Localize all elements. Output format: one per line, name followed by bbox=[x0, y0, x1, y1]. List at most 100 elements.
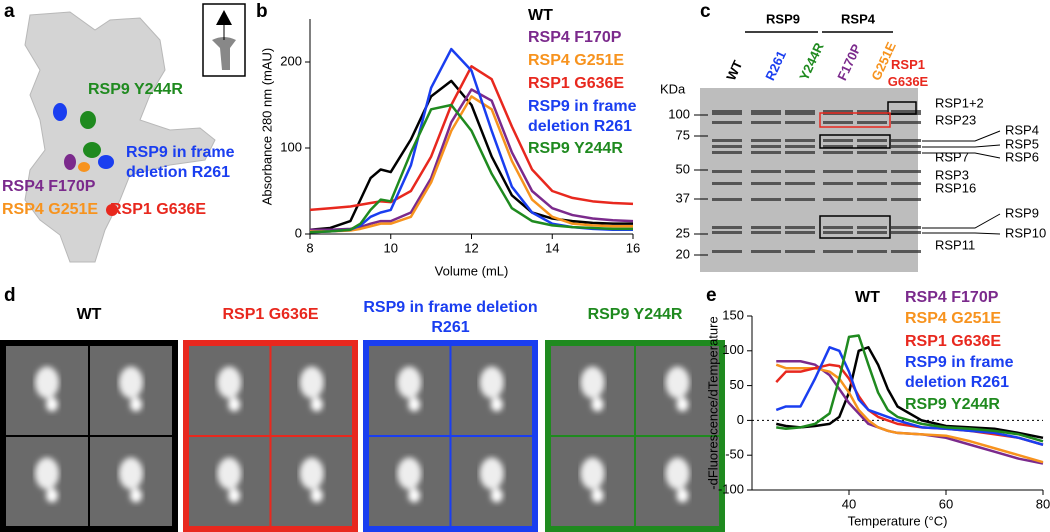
particle bbox=[35, 366, 59, 412]
particle bbox=[580, 457, 605, 503]
series-line bbox=[309, 79, 633, 231]
band-label: RSP6 bbox=[1005, 149, 1039, 164]
gel-band bbox=[751, 250, 781, 253]
particle-blob bbox=[397, 457, 422, 490]
mutation-site bbox=[53, 103, 67, 121]
panel-label: c bbox=[700, 1, 711, 22]
gel-band bbox=[857, 226, 887, 229]
band-label: RSP4 bbox=[1005, 122, 1039, 137]
particle-blob bbox=[217, 457, 242, 490]
particle-blob bbox=[591, 397, 604, 412]
highlight-box bbox=[819, 215, 891, 239]
band-label: RSP3 bbox=[935, 167, 969, 182]
y-tick-label: -100 bbox=[718, 481, 744, 496]
gel-band bbox=[857, 151, 887, 154]
class-title: RSP9 Y244R bbox=[587, 306, 683, 323]
y-axis-label: -dFluorescence/dTemperature bbox=[705, 316, 720, 489]
gel-band bbox=[891, 121, 921, 124]
band-connector bbox=[922, 232, 1001, 235]
x-axis-label: Temperature (°C) bbox=[848, 513, 948, 528]
particle bbox=[299, 366, 324, 412]
x-tick-label: 40 bbox=[842, 496, 856, 511]
particle-blob bbox=[119, 457, 143, 490]
legend-entry: RSP1 G636E bbox=[528, 75, 625, 92]
gel-band bbox=[712, 226, 742, 229]
gel-band bbox=[712, 110, 742, 115]
mutation-site bbox=[98, 155, 114, 169]
particle-blob bbox=[490, 397, 503, 412]
gel-band bbox=[823, 145, 853, 148]
gel-band bbox=[891, 250, 921, 253]
gel-band bbox=[891, 231, 921, 234]
y-tick-label: 0 bbox=[295, 225, 302, 240]
panel-label: b bbox=[256, 1, 268, 22]
particle bbox=[479, 457, 504, 503]
series-line bbox=[776, 334, 1044, 443]
mutation-site bbox=[80, 111, 96, 129]
gel-band bbox=[857, 198, 887, 201]
legend-entry: RSP1 G636E bbox=[905, 333, 1002, 350]
particle-blob bbox=[46, 488, 58, 503]
gel-band bbox=[712, 198, 742, 201]
particle-blob bbox=[591, 488, 604, 503]
particle-blob bbox=[580, 457, 605, 490]
particle bbox=[35, 457, 59, 503]
gel-band bbox=[751, 121, 781, 124]
particle-blob bbox=[299, 366, 324, 399]
gel-band bbox=[712, 250, 742, 253]
marker-label: 25 bbox=[676, 225, 690, 240]
particle-blob bbox=[119, 366, 143, 399]
marker-label: 37 bbox=[676, 190, 690, 205]
gel-band bbox=[823, 121, 853, 124]
mutation-site bbox=[106, 204, 118, 216]
gel-band bbox=[751, 182, 781, 185]
panel-label: d bbox=[4, 285, 16, 306]
structure-label: RSP9 in frame deletion R261 bbox=[126, 144, 235, 181]
particle bbox=[479, 366, 504, 412]
particle bbox=[665, 366, 690, 412]
gel-band bbox=[891, 110, 921, 115]
class-title: RSP1 G636E bbox=[222, 306, 319, 323]
gel-band bbox=[785, 145, 815, 148]
gel-band bbox=[785, 110, 815, 115]
band-label: RSP9 bbox=[1005, 205, 1039, 220]
x-tick-label: 16 bbox=[626, 240, 640, 255]
y-axis-label: Absorbance 280 nm (mAU) bbox=[259, 48, 274, 206]
kda-label: KDa bbox=[660, 81, 686, 96]
particle-blob bbox=[310, 488, 323, 503]
x-tick-label: 14 bbox=[545, 240, 559, 255]
legend-entry: RSP4 G251E bbox=[905, 310, 1002, 327]
panel-label: e bbox=[706, 285, 717, 306]
gel-band bbox=[857, 139, 887, 142]
gel-band bbox=[823, 151, 853, 154]
gel-band bbox=[857, 250, 887, 253]
marker-label: 50 bbox=[676, 161, 690, 176]
series-line bbox=[310, 88, 634, 231]
lane-label: WT bbox=[723, 58, 745, 83]
gel-band bbox=[751, 139, 781, 142]
class-title: RSP9 in frame deletion R261 bbox=[363, 299, 538, 336]
panel-label: a bbox=[4, 1, 15, 22]
particle-blob bbox=[228, 488, 241, 503]
particle-blob bbox=[580, 366, 605, 399]
inset-icon bbox=[216, 10, 232, 25]
gel-band bbox=[712, 151, 742, 154]
y-tick-label: 50 bbox=[730, 377, 744, 392]
particle-blob bbox=[479, 457, 504, 490]
gel bbox=[700, 88, 918, 272]
gel-band bbox=[751, 145, 781, 148]
band-connector bbox=[922, 213, 1001, 229]
particle bbox=[397, 457, 422, 503]
lane-label: RSP1 G636E bbox=[887, 57, 929, 89]
particle-blob bbox=[228, 397, 241, 412]
gel-band bbox=[823, 226, 853, 229]
particle-blob bbox=[46, 397, 58, 412]
gel-band bbox=[857, 170, 887, 173]
structure-label: RSP4 G251E bbox=[2, 201, 99, 218]
legend-entry: RSP4 G251E bbox=[528, 52, 625, 69]
gel-band bbox=[712, 231, 742, 234]
particle bbox=[119, 366, 143, 412]
gel-band bbox=[712, 145, 742, 148]
marker-label: 75 bbox=[676, 127, 690, 142]
